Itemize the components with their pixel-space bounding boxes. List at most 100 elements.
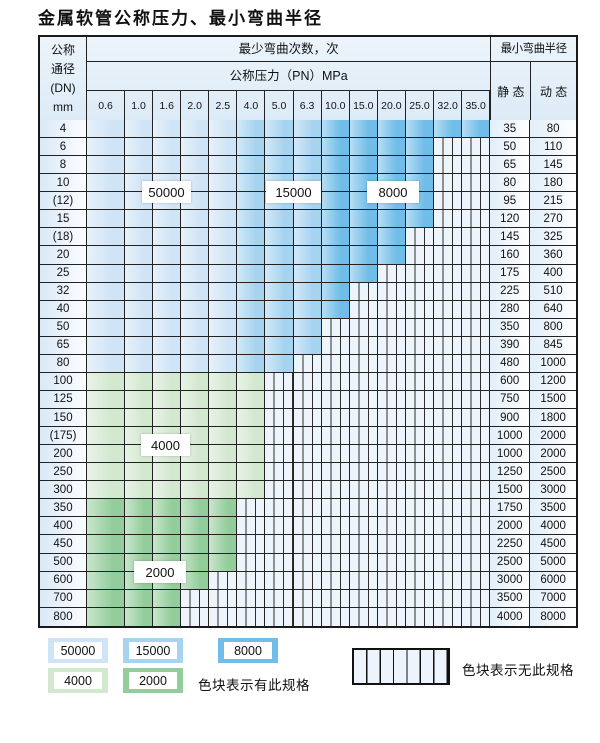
spec-cell <box>153 354 182 373</box>
spec-cell <box>87 463 125 482</box>
no-spec-cell <box>237 607 266 626</box>
spec-cell <box>153 499 182 518</box>
spec-cell <box>237 264 266 283</box>
dn-cell: (18) <box>40 228 87 247</box>
no-spec-cell <box>293 589 322 608</box>
spec-cell <box>237 354 266 373</box>
no-spec-cell <box>293 517 322 536</box>
spec-cell <box>321 156 350 175</box>
no-spec-cell <box>462 336 491 355</box>
spec-cell <box>265 120 294 139</box>
spec-cell <box>209 210 238 229</box>
no-spec-cell <box>462 481 491 500</box>
static-radius-cell: 750 <box>490 390 531 409</box>
static-radius-cell: 350 <box>490 318 531 337</box>
spec-cell <box>181 481 210 500</box>
spec-cell <box>87 409 125 428</box>
static-radius-cell: 3500 <box>490 589 531 608</box>
spec-cell <box>87 228 125 247</box>
table-row: 400 2000 4000 <box>40 517 576 536</box>
spec-cell <box>377 210 406 229</box>
spec-cell <box>125 120 154 139</box>
no-spec-cell <box>462 318 491 337</box>
spec-cell <box>87 553 125 572</box>
dynamic-radius-cell: 845 <box>530 336 576 355</box>
dn-header-line: (DN) <box>50 80 76 95</box>
no-spec-cell <box>321 535 350 554</box>
dn-cell: 800 <box>40 607 87 626</box>
dn-cell: 600 <box>40 571 87 590</box>
spec-cell <box>125 535 154 554</box>
spec-cell <box>87 535 125 554</box>
pressure-header-cell: 10.0 <box>322 91 350 120</box>
spec-cell <box>209 390 238 409</box>
no-spec-cell <box>434 264 463 283</box>
no-spec-cell <box>405 372 435 391</box>
spec-cell <box>153 372 182 391</box>
no-spec-cell <box>405 300 435 319</box>
spec-cell <box>125 463 154 482</box>
no-spec-cell <box>349 553 378 572</box>
dn-column-header: 公称 通径 (DN) mm <box>40 37 87 120</box>
no-spec-cell <box>462 607 491 626</box>
spec-cell <box>209 246 238 265</box>
no-spec-cell <box>434 390 463 409</box>
spec-cell <box>153 228 182 247</box>
page-title: 金属软管公称压力、最小弯曲半径 <box>38 9 323 29</box>
no-spec-cell <box>237 499 266 518</box>
dn-cell: 4 <box>40 120 87 139</box>
no-spec-cell <box>434 607 463 626</box>
spec-cell <box>377 138 406 157</box>
pressure-values-row: 0.6 1.0 1.6 2.0 2.5 4.0 5.0 6.3 10.0 15.0 20.0 25.0… <box>87 91 491 120</box>
cycles-label-15000: 15000 <box>266 181 321 203</box>
spec-cell <box>153 390 182 409</box>
spec-cell <box>209 282 238 301</box>
legend-value: 2000 <box>129 672 177 689</box>
dn-cell: 250 <box>40 463 87 482</box>
no-spec-cell <box>434 463 463 482</box>
spec-cell <box>237 409 266 428</box>
no-spec-cell <box>321 336 350 355</box>
spec-cell <box>153 138 182 157</box>
static-radius-cell: 1000 <box>490 445 531 464</box>
no-spec-cell <box>462 210 491 229</box>
no-spec-cell <box>405 264 435 283</box>
spec-cell <box>293 210 322 229</box>
dynamic-radius-cell: 510 <box>530 282 576 301</box>
static-radius-cell: 2000 <box>490 517 531 536</box>
spec-cell <box>153 463 182 482</box>
dynamic-radius-cell: 800 <box>530 318 576 337</box>
spec-cell <box>349 156 378 175</box>
static-radius-cell: 1750 <box>490 499 531 518</box>
dn-cell: 80 <box>40 354 87 373</box>
spec-cell <box>209 120 238 139</box>
spec-cell <box>87 210 125 229</box>
dn-cell: 350 <box>40 499 87 518</box>
no-spec-cell <box>462 156 491 175</box>
spec-cell <box>209 409 238 428</box>
no-spec-cell <box>462 463 491 482</box>
cycles-label-50000: 50000 <box>142 181 191 203</box>
dynamic-radius-cell: 145 <box>530 156 576 175</box>
table-row: 32 225 510 <box>40 282 576 301</box>
dynamic-radius-cell: 270 <box>530 210 576 229</box>
spec-cell <box>125 318 154 337</box>
spec-cell <box>237 282 266 301</box>
spec-cell <box>87 481 125 500</box>
spec-cell <box>125 300 154 319</box>
spec-cell <box>181 210 210 229</box>
no-spec-cell <box>321 571 350 590</box>
legend-block-15000: 15000 <box>123 638 183 663</box>
spec-cell <box>349 138 378 157</box>
no-spec-cell <box>434 192 463 211</box>
spec-cell <box>153 481 182 500</box>
no-spec-cell <box>293 372 322 391</box>
no-spec-cell <box>293 607 322 626</box>
no-spec-cell <box>377 264 406 283</box>
no-spec-cell <box>462 535 491 554</box>
dn-cell: 15 <box>40 210 87 229</box>
no-spec-cell <box>349 607 378 626</box>
spec-cell <box>125 138 154 157</box>
table-row: 800 4000 8000 <box>40 607 576 626</box>
no-spec-cell <box>321 517 350 536</box>
